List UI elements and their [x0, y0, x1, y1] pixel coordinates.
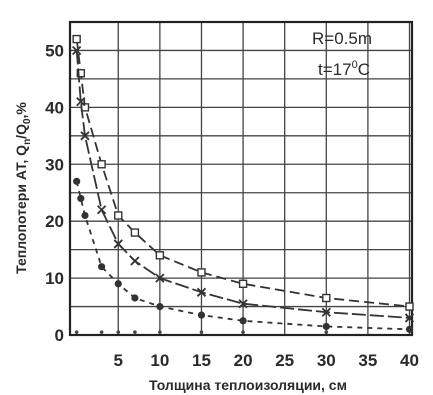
series-layer: [72, 34, 415, 334]
data-point-dot: [98, 263, 106, 271]
data-point-dot: [114, 280, 122, 288]
annotation-r: R=0.5m: [312, 29, 372, 48]
data-point-square: [322, 293, 331, 303]
data-point-dot: [405, 325, 414, 333]
x-tick-label: 40: [400, 351, 419, 370]
x-tick-label: 10: [150, 351, 169, 370]
data-point-small: [133, 330, 137, 334]
data-point-cross: [113, 239, 123, 249]
x-tick-label: 20: [234, 351, 253, 370]
y-tick-label: 10: [45, 269, 64, 288]
y-axis-label-end: ,%: [13, 102, 29, 119]
data-point-dot: [197, 311, 206, 319]
data-point-cross: [76, 97, 86, 107]
data-point-square: [155, 251, 165, 260]
data-point-small: [324, 330, 329, 334]
x-tick-label: 30: [317, 351, 336, 370]
y-tick-label: 0: [55, 326, 64, 345]
y-tick-label: 30: [45, 155, 64, 174]
data-point-small: [116, 330, 121, 334]
data-point-dot: [322, 322, 330, 331]
data-point-small: [199, 330, 204, 334]
data-point-cross: [404, 313, 415, 323]
x-axis-label: Толщина теплоизоляции, см: [149, 377, 347, 393]
plot-frame: [68, 20, 414, 337]
y-tick-label: 50: [45, 41, 64, 60]
data-point-square: [97, 160, 106, 169]
data-point-dot: [81, 211, 89, 220]
data-point-dot: [73, 177, 81, 185]
data-point-cross: [96, 205, 107, 215]
data-point-dot: [239, 317, 247, 325]
y-tick-label: 40: [45, 98, 64, 117]
y-axis-label: Теплопотери АТ, Qn/Q0,%: [13, 102, 33, 274]
x-tick-label: 5: [114, 351, 123, 370]
x-tick-label: 15: [192, 351, 211, 370]
data-point-cross: [72, 45, 82, 56]
data-point-cross: [130, 256, 140, 266]
data-point-square: [130, 228, 140, 237]
y-tick-label: 20: [45, 212, 64, 231]
data-point-small: [241, 330, 245, 334]
data-point-square: [197, 268, 206, 277]
x-tick-label: 35: [358, 351, 377, 370]
grid: [70, 22, 412, 335]
annotation-t-unit: C: [358, 60, 370, 79]
y-axis-label-mid: /Q: [13, 124, 29, 139]
data-point-cross: [196, 287, 207, 297]
annotation-t: t=170C: [318, 59, 370, 79]
x-tick-label: 25: [275, 351, 294, 370]
data-point-dot: [131, 294, 139, 302]
data-point-small: [74, 330, 79, 334]
tick-labels: 5 10 15 20 25 30 35 40 0 10 20 30 40 50: [45, 41, 419, 370]
data-point-square: [405, 302, 414, 311]
data-point-small: [99, 330, 104, 334]
data-point-cross: [321, 307, 331, 317]
y-axis-label-sub2: 0: [22, 118, 33, 124]
data-point-square: [114, 211, 123, 220]
data-point-dot: [77, 194, 85, 203]
data-point-dot: [156, 302, 164, 311]
annotation-t-value: t=17: [318, 60, 352, 79]
data-point-square: [72, 34, 81, 44]
data-point-cross: [155, 273, 165, 283]
data-point-small: [158, 330, 162, 334]
data-point-square: [76, 69, 86, 78]
data-point-square: [238, 279, 248, 288]
y-axis-label-sub: n: [22, 139, 33, 145]
data-point-cross: [238, 299, 248, 309]
annotation-t-sup: 0: [352, 59, 358, 71]
data-point-cross: [80, 131, 90, 141]
y-axis-label-main: Теплопотери АТ, Q: [13, 145, 29, 274]
